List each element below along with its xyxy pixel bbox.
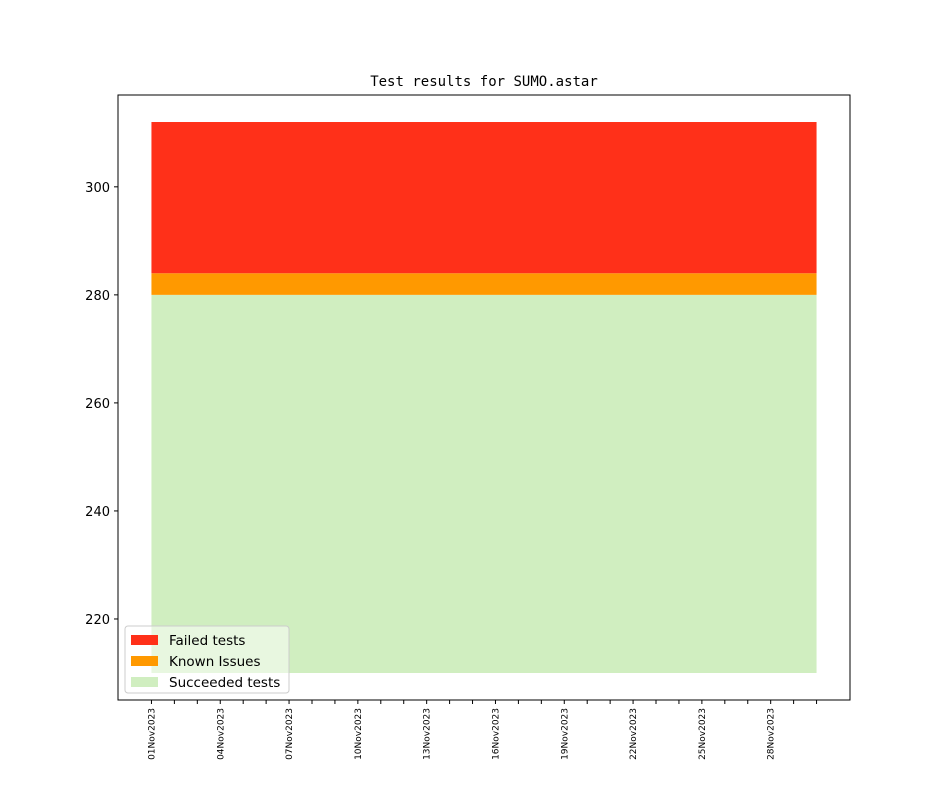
area-failed-tests bbox=[151, 122, 817, 274]
x-tick-label: 19Nov2023 bbox=[560, 708, 570, 760]
y-tick-label: 300 bbox=[85, 181, 110, 196]
x-tick-label: 07Nov2023 bbox=[285, 708, 295, 760]
x-tick-label: 16Nov2023 bbox=[491, 708, 501, 760]
chart-title: Test results for SUMO.astar bbox=[370, 74, 598, 90]
x-tick-label: 01Nov2023 bbox=[147, 708, 157, 760]
legend bbox=[124, 625, 290, 694]
y-tick-label: 240 bbox=[85, 505, 110, 520]
legend-swatch bbox=[131, 677, 158, 687]
legend-label: Succeeded tests bbox=[169, 675, 280, 691]
x-tick-label: 28Nov2023 bbox=[767, 708, 777, 760]
y-tick-label: 220 bbox=[85, 613, 110, 628]
y-tick-label: 280 bbox=[85, 289, 110, 304]
x-tick-label: 22Nov2023 bbox=[629, 708, 639, 760]
legend-swatch bbox=[131, 635, 158, 645]
x-tick-label: 13Nov2023 bbox=[423, 708, 433, 760]
legend-swatch bbox=[131, 656, 158, 666]
y-tick-label: 260 bbox=[85, 397, 110, 412]
x-tick-label: 04Nov2023 bbox=[216, 708, 226, 760]
x-tick-label: 25Nov2023 bbox=[698, 708, 708, 760]
legend-label: Known Issues bbox=[169, 654, 261, 670]
area-succeeded-tests bbox=[151, 294, 817, 673]
x-tick-label: 10Nov2023 bbox=[354, 708, 364, 760]
area-known-issues bbox=[151, 273, 817, 295]
legend-label: Failed tests bbox=[169, 633, 245, 649]
plot-frame bbox=[117, 94, 851, 701]
